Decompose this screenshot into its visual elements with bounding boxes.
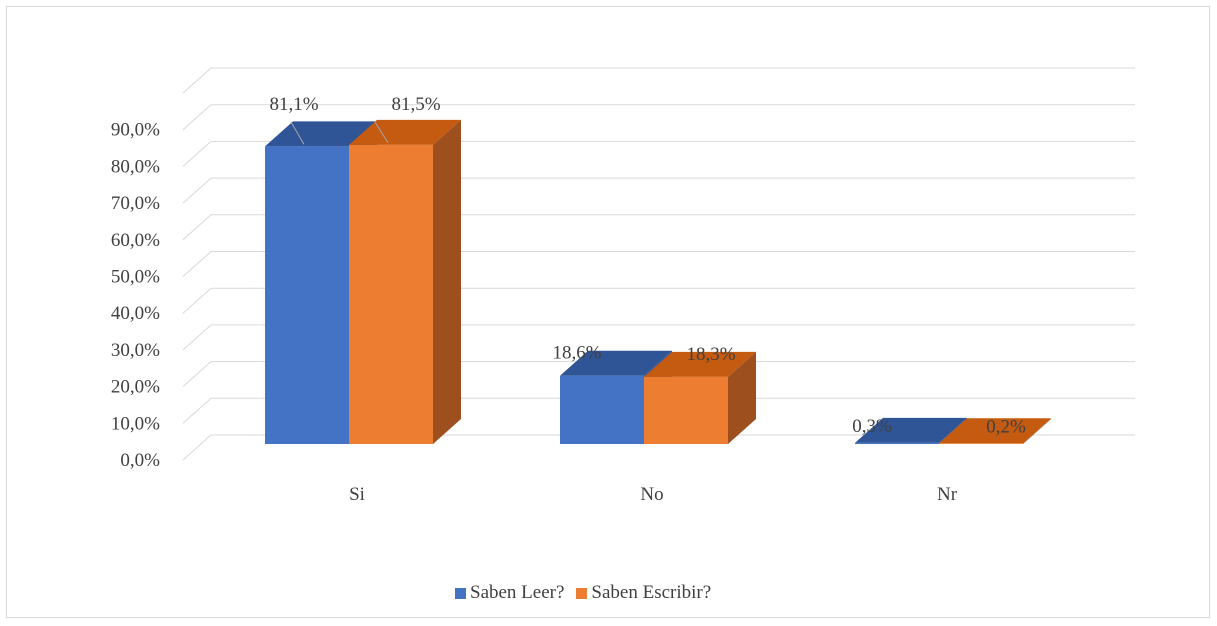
y-tick-label: 60,0% bbox=[111, 230, 160, 251]
y-tick-label: 50,0% bbox=[111, 267, 160, 288]
data-labels: 81,1% 81,5% 18,6% 18,3% 0,3% 0,2% bbox=[269, 94, 1026, 437]
legend-item-series-2: Saben Escribir? bbox=[576, 582, 711, 604]
y-tick-label: 90,0% bbox=[111, 120, 160, 141]
legend-item-series-1: Saben Leer? bbox=[455, 582, 564, 604]
x-category-label: No bbox=[640, 484, 663, 505]
y-tick-label: 40,0% bbox=[111, 303, 160, 324]
legend-label-series-1: Saben Leer? bbox=[470, 582, 565, 603]
data-label: 81,1% bbox=[269, 94, 318, 115]
bar bbox=[644, 351, 756, 444]
x-category-label: Nr bbox=[937, 484, 958, 505]
data-label: 18,6% bbox=[552, 343, 601, 364]
data-label: 0,3% bbox=[852, 416, 892, 437]
legend-label-series-2: Saben Escribir? bbox=[591, 582, 712, 603]
bar bbox=[349, 119, 461, 445]
legend-swatch-series-1 bbox=[455, 587, 466, 599]
y-tick-label: 20,0% bbox=[111, 377, 160, 398]
x-axis: Si No Nr bbox=[349, 484, 958, 505]
leader-line bbox=[290, 121, 305, 145]
y-tick-label: 30,0% bbox=[111, 340, 160, 361]
data-label: 18,3% bbox=[686, 344, 735, 365]
y-axis: 0,0% 10,0% 20,0% 30,0% 40,0% 50,0% 60,0% 70,0% 8… bbox=[111, 120, 160, 471]
x-category-label: Si bbox=[349, 484, 365, 505]
bar bbox=[939, 418, 1051, 444]
y-tick-label: 70,0% bbox=[111, 193, 160, 214]
data-label: 81,5% bbox=[391, 94, 440, 115]
bars bbox=[265, 119, 1051, 445]
gridline bbox=[182, 104, 1135, 131]
legend-swatch-series-2 bbox=[576, 587, 588, 599]
y-tick-label: 80,0% bbox=[111, 156, 160, 177]
y-tick-label: 0,0% bbox=[120, 450, 160, 471]
legend: Saben Leer? Saben Escribir? bbox=[455, 582, 723, 604]
y-tick-label: 10,0% bbox=[111, 413, 160, 434]
leader-line bbox=[374, 121, 389, 144]
data-label: 0,2% bbox=[986, 416, 1026, 437]
gridline bbox=[182, 67, 1135, 94]
